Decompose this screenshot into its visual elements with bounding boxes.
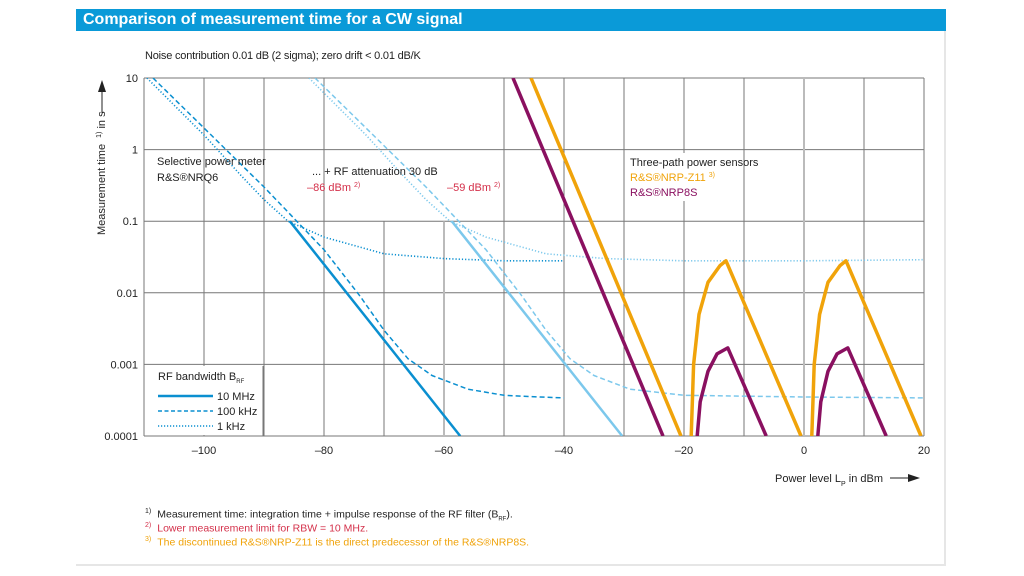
legend: RF bandwidth BRF 10 MHz 100 kHz 1 kHz (145, 366, 264, 436)
x-tick-label: –20 (675, 445, 693, 457)
x-tick-label: –100 (192, 445, 216, 457)
series-line-nrpz11-solid (529, 78, 683, 436)
y-tick-label: 0.0001 (104, 431, 138, 443)
chart-title: Comparison of measurement time for a CW … (76, 9, 946, 31)
footnote-3: 3) The discontinued R&S®NRP-Z11 is the di… (145, 536, 530, 549)
nrp8s-label: R&S®NRP8S (630, 187, 697, 199)
series-line-nrp8s-solid (511, 78, 665, 436)
series-line-nrq6_att-dashed (314, 78, 924, 399)
y-tick-label: 0.1 (123, 216, 138, 228)
three-path-title-label: Three-path power sensors (630, 157, 759, 169)
y-axis-label-unit: in s (96, 111, 108, 132)
x-tick-label: –40 (555, 445, 573, 457)
legend-item-10mhz: 10 MHz (217, 391, 255, 403)
series-line-nrq6-dashed (152, 78, 565, 399)
chart-subtitle: Noise contribution 0.01 dB (2 sigma); ze… (145, 50, 421, 62)
y-axis-label: Measurement time 1) in s (96, 111, 108, 235)
y-tick-label: 10 (126, 73, 138, 85)
series-line-nrp8s-solid (695, 346, 768, 436)
limit-label-1: –86 dBm 2) (307, 182, 360, 194)
nrq6-title-label: Selective power meter (157, 156, 266, 168)
y-tick-label: 1 (132, 145, 138, 157)
figure-frame (76, 9, 946, 566)
series-line-nrpz11-solid (810, 259, 923, 436)
x-axis-label: Power level LP in dBm (775, 473, 883, 488)
nrpz11-label: R&S®NRP-Z11 3) (630, 172, 715, 184)
axis-ticks: –100 –80 –60 –40 –20 0 20 10 1 0.1 0.01 0.001 0.0001 (104, 73, 930, 457)
y-tick-label: 0.01 (117, 288, 138, 300)
legend-title: RF bandwidth BRF (158, 371, 245, 385)
x-tick-label: 20 (918, 445, 930, 457)
series-group (146, 78, 924, 436)
y-tick-label: 0.001 (110, 359, 138, 371)
x-axis-arrow-icon (890, 474, 920, 482)
y-axis-label-sup: 1) (96, 132, 103, 138)
legend-item-1khz: 1 kHz (217, 421, 245, 433)
nrq6-name-label: R&S®NRQ6 (157, 172, 218, 184)
footnote-1: 1) Measurement time: integration time + i… (145, 508, 513, 523)
footnote-2: 2) Lower measurement limit for RBW = 10 M… (145, 522, 369, 535)
x-tick-label: –60 (435, 445, 453, 457)
attenuation-label: ... + RF attenuation 30 dB (312, 166, 438, 178)
series-line-nrp8s-solid (816, 346, 888, 436)
series-line-nrq6_att-solid (450, 220, 624, 436)
series-line-nrq6-solid (288, 220, 462, 436)
y-axis-label-text: Measurement time (96, 144, 108, 235)
series-line-nrpz11-solid (689, 259, 803, 436)
legend-item-100khz: 100 kHz (217, 406, 257, 418)
x-tick-label: –80 (315, 445, 333, 457)
limit-label-2: –59 dBm 2) (447, 182, 500, 194)
three-path-label-bg (626, 153, 726, 201)
y-axis-arrow-icon (98, 80, 106, 113)
x-tick-label: 0 (801, 445, 807, 457)
